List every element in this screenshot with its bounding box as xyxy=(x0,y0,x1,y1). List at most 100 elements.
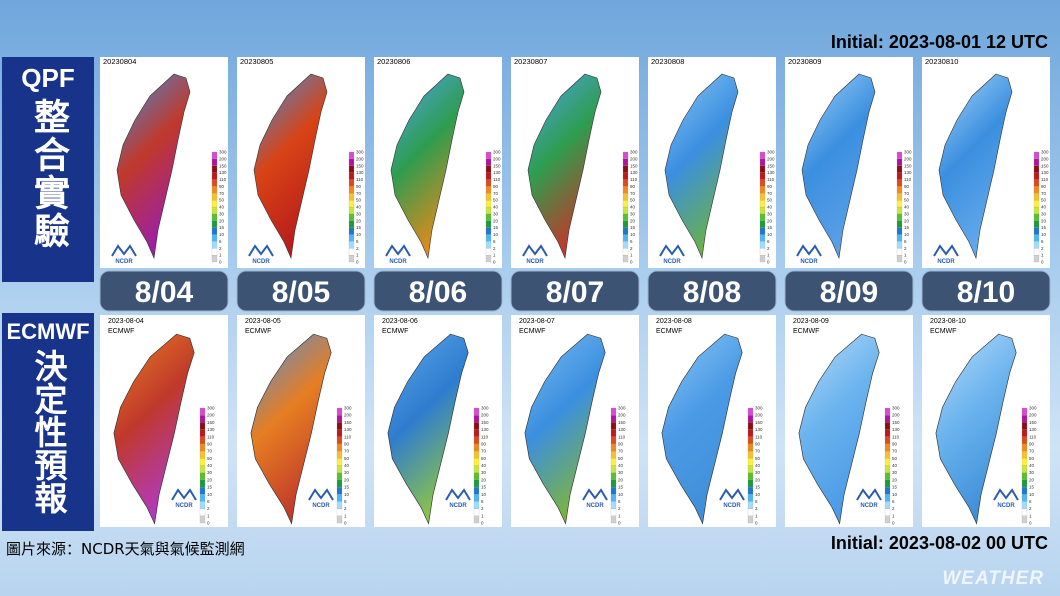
colorbar-cell xyxy=(622,220,629,228)
colorbar-cell xyxy=(884,508,891,516)
colorbar-label: 150 xyxy=(767,163,775,168)
colorbar-label: 20 xyxy=(344,477,350,482)
colorbar-cell xyxy=(211,172,218,180)
colorbar-label: 110 xyxy=(755,434,763,439)
colorbar-cell xyxy=(485,227,492,235)
colorbar-label: 200 xyxy=(767,156,775,161)
colorbar-cell xyxy=(336,465,343,473)
colorbar-cell xyxy=(747,479,754,488)
row-title: ECMWF xyxy=(6,319,90,344)
colorbar-label: 90 xyxy=(481,441,487,446)
colorbar-label: 90 xyxy=(618,441,624,446)
colorbar-cell xyxy=(622,255,629,263)
colorbar-label: 30 xyxy=(1041,211,1047,216)
colorbar-cell xyxy=(759,255,766,263)
colorbar-label: 20 xyxy=(904,218,910,223)
colorbar-label: 150 xyxy=(892,420,900,425)
colorbar-label: 130 xyxy=(481,427,489,432)
colorbar-label: 200 xyxy=(1041,156,1049,161)
colorbar-label: 150 xyxy=(481,420,489,425)
colorbar-label: 30 xyxy=(344,470,350,475)
colorbar-label: 10 xyxy=(493,232,499,237)
colorbar-label: 300 xyxy=(1041,150,1049,155)
colorbar-cell xyxy=(610,479,617,488)
model-label: ECMWF xyxy=(108,328,134,335)
logo-mark xyxy=(522,244,548,257)
colorbar-label: 1 xyxy=(755,513,758,518)
colorbar-label: 10 xyxy=(755,492,761,497)
logo-text: NCDR xyxy=(997,503,1015,509)
colorbar-cell xyxy=(884,479,891,488)
colorbar-cell xyxy=(610,508,617,516)
colorbar-label: 130 xyxy=(904,170,912,175)
colorbar-cell xyxy=(211,179,218,187)
colorbar-cell xyxy=(211,186,218,194)
colorbar-label: 10 xyxy=(1029,492,1035,497)
colorbar-label: 50 xyxy=(767,198,773,203)
colorbar-label: 200 xyxy=(1029,413,1037,418)
colorbar-label: 110 xyxy=(892,434,900,439)
map xyxy=(390,73,465,260)
colorbar-cell xyxy=(610,501,617,509)
colorbar-cell xyxy=(1021,415,1028,423)
colorbar-label: 300 xyxy=(356,150,364,155)
colorbar-label: 10 xyxy=(892,492,898,497)
panel-label: 20230809 xyxy=(788,57,821,66)
colorbar-label: 30 xyxy=(207,470,213,475)
colorbar-cell xyxy=(610,443,617,452)
colorbar-label: 1 xyxy=(356,253,359,258)
colorbar-label: 30 xyxy=(904,211,910,216)
colorbar-cell xyxy=(896,179,903,187)
colorbar-cell xyxy=(485,165,492,173)
colorbar-cell xyxy=(622,206,629,214)
colorbar-label: 300 xyxy=(630,150,638,155)
colorbar-cell xyxy=(485,248,492,256)
colorbar-cell xyxy=(473,415,480,423)
colorbar-label: 110 xyxy=(767,177,775,182)
colorbar-label: 90 xyxy=(767,184,773,189)
colorbar-cell xyxy=(747,443,754,452)
colorbar-label: 2 xyxy=(904,246,907,251)
colorbar-cell xyxy=(1033,213,1040,221)
colorbar-label: 0 xyxy=(356,260,359,265)
colorbar-cell xyxy=(759,179,766,187)
colorbar-label: 50 xyxy=(1029,456,1035,461)
colorbar-label: 300 xyxy=(481,406,489,411)
row-title: QPF xyxy=(21,63,75,93)
colorbar-cell xyxy=(211,206,218,214)
colorbar-label: 50 xyxy=(630,198,636,203)
colorbar-label: 150 xyxy=(344,420,352,425)
colorbar-cell xyxy=(884,486,891,495)
colorbar-cell xyxy=(211,248,218,256)
model-label: ECMWF xyxy=(656,328,682,335)
colorbar-label: 70 xyxy=(630,191,636,196)
colorbar-cell xyxy=(759,172,766,180)
colorbar-cell xyxy=(884,472,891,480)
colorbar-cell xyxy=(473,515,480,524)
colorbar-cell xyxy=(199,415,206,423)
colorbar-cell xyxy=(473,422,480,430)
colorbar-label: 20 xyxy=(481,477,487,482)
colorbar-label: 130 xyxy=(1029,427,1037,432)
colorbar-label: 1 xyxy=(767,253,770,258)
colorbar-cell xyxy=(211,165,218,173)
colorbar-label: 10 xyxy=(904,232,910,237)
colorbar-label: 110 xyxy=(207,434,215,439)
colorbar-cell xyxy=(211,193,218,201)
logo-mark xyxy=(719,488,745,501)
colorbar-label: 110 xyxy=(904,177,912,182)
colorbar-label: 50 xyxy=(207,456,213,461)
colorbar-cell xyxy=(336,486,343,495)
colorbar-cell xyxy=(211,220,218,228)
colorbar-cell xyxy=(348,158,355,166)
colorbar-cell xyxy=(199,515,206,524)
colorbar-cell xyxy=(884,451,891,459)
colorbar-cell xyxy=(336,436,343,445)
colorbar-cell xyxy=(622,151,629,159)
colorbar-cell xyxy=(610,494,617,502)
colorbar-label: 2 xyxy=(207,506,210,511)
colorbar-label: 30 xyxy=(767,211,773,216)
colorbar-cell xyxy=(348,248,355,256)
colorbar-label: 2 xyxy=(1041,246,1044,251)
colorbar-cell xyxy=(473,443,480,452)
